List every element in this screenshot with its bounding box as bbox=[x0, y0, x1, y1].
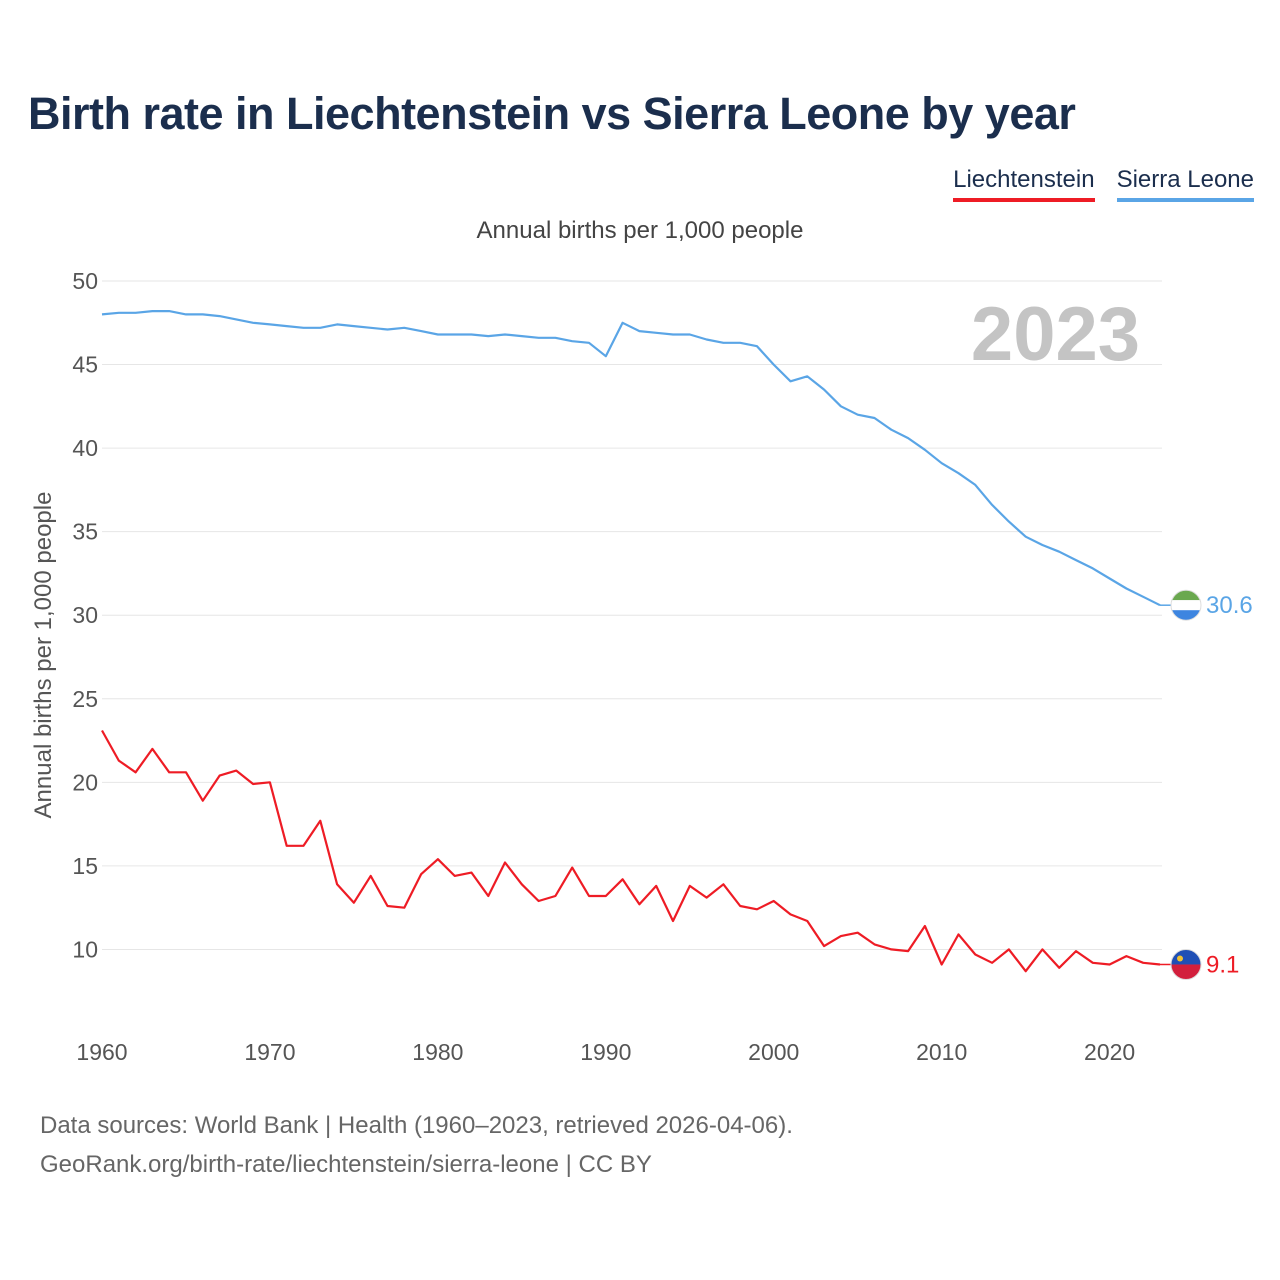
y-axis-ticks: 10 15 20 25 30 35 40 45 50 bbox=[72, 268, 98, 962]
x-tick-label: 1960 bbox=[76, 1039, 127, 1065]
y-tick-label: 15 bbox=[72, 853, 98, 879]
y-tick-label: 20 bbox=[72, 769, 98, 795]
y-tick-label: 30 bbox=[72, 602, 98, 628]
flag-sierra-leone-icon bbox=[1170, 589, 1202, 621]
series-line-liechtenstein[interactable] bbox=[101, 729, 1161, 973]
x-axis-ticks: 1960 1970 1980 1990 2000 2010 2020 bbox=[76, 1039, 1135, 1065]
x-tick-label: 2010 bbox=[916, 1039, 967, 1065]
y-tick-label: 25 bbox=[72, 686, 98, 712]
series-line-sierra-leone[interactable] bbox=[101, 310, 1161, 607]
y-axis-label: Annual births per 1,000 people bbox=[30, 492, 57, 819]
x-tick-label: 1970 bbox=[244, 1039, 295, 1065]
gridlines bbox=[102, 280, 1162, 950]
legend-item-sierra-leone[interactable]: Sierra Leone bbox=[1116, 166, 1254, 202]
legend-item-liechtenstein[interactable]: Liechtenstein bbox=[953, 166, 1095, 202]
end-value-label-sierra-leone: 30.6 bbox=[1206, 592, 1253, 619]
chart-subtitle: Annual births per 1,000 people bbox=[476, 217, 804, 244]
legend: Liechtenstein Sierra Leone bbox=[953, 166, 1254, 202]
footer: Data sources: World Bank | Health (1960–… bbox=[40, 1106, 793, 1184]
highlight-year: 2023 bbox=[971, 292, 1140, 377]
series-end-markers: 9.1 30.6 bbox=[1160, 589, 1253, 980]
x-tick-label: 2000 bbox=[748, 1039, 799, 1065]
y-tick-label: 40 bbox=[72, 435, 98, 461]
x-tick-label: 1980 bbox=[412, 1039, 463, 1065]
y-tick-label: 10 bbox=[72, 936, 98, 962]
data-source-note: Data sources: World Bank | Health (1960–… bbox=[40, 1112, 793, 1139]
y-tick-label: 50 bbox=[72, 268, 98, 294]
line-chart: 10 15 20 25 30 35 40 45 50 1960 1970 1980 1990 2000 2… bbox=[30, 268, 1253, 1065]
y-tick-label: 45 bbox=[72, 352, 98, 378]
y-tick-label: 35 bbox=[72, 519, 98, 545]
chart-title: Birth rate in Liechtenstein vs Sierra Le… bbox=[28, 88, 1076, 139]
x-tick-label: 2020 bbox=[1084, 1039, 1135, 1065]
source-link[interactable]: GeoRank.org/birth-rate/liechtenstein/sie… bbox=[40, 1151, 652, 1178]
series-lines bbox=[101, 310, 1161, 973]
end-value-label-liechtenstein: 9.1 bbox=[1206, 951, 1239, 978]
x-tick-label: 1990 bbox=[580, 1039, 631, 1065]
flag-liechtenstein-icon bbox=[1170, 948, 1202, 980]
